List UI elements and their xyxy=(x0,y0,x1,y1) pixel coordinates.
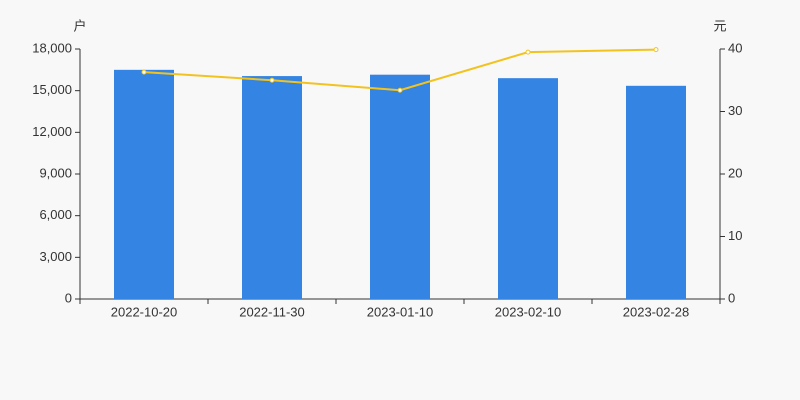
y-tick-label: 12,000 xyxy=(32,124,72,139)
y2-tick-label: 10 xyxy=(728,228,742,243)
x-tick-label: 2023-02-10 xyxy=(495,304,562,319)
y-tick-label: 0 xyxy=(65,290,72,305)
x-tick-label: 2022-10-20 xyxy=(111,304,178,319)
y2-tick-label: 40 xyxy=(728,40,742,55)
bar xyxy=(626,85,686,299)
x-tick-label: 2023-02-28 xyxy=(623,304,690,319)
x-tick-label: 2022-11-30 xyxy=(239,304,305,319)
bar xyxy=(242,76,302,299)
y-tick-label: 15,000 xyxy=(32,82,72,97)
x-tick-label: 2023-01-10 xyxy=(367,304,434,319)
bar xyxy=(370,74,430,299)
line-point xyxy=(141,69,147,75)
y-tick-label: 9,000 xyxy=(39,165,72,180)
y2-axis-title: 元 xyxy=(713,18,726,33)
line-point xyxy=(397,87,403,93)
y2-tick-label: 20 xyxy=(728,165,742,180)
y-tick-label: 18,000 xyxy=(32,40,72,55)
y2-tick-label: 30 xyxy=(728,103,742,118)
line-point xyxy=(653,47,659,53)
y2-tick-label: 0 xyxy=(728,290,735,305)
line-point xyxy=(525,49,531,55)
y-tick-label: 6,000 xyxy=(39,207,72,222)
bar xyxy=(114,69,174,299)
y-tick-label: 3,000 xyxy=(39,249,72,264)
bar xyxy=(498,78,558,300)
y-axis-title: 户 xyxy=(73,18,86,33)
line-point xyxy=(269,77,275,83)
